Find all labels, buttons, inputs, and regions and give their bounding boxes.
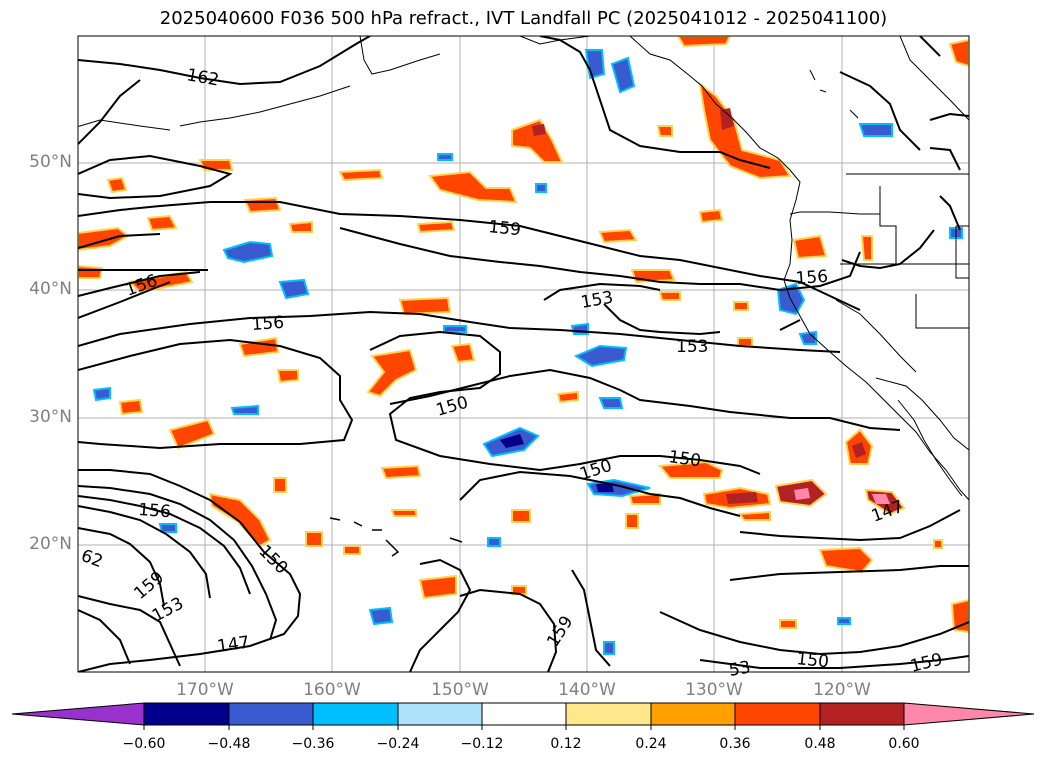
colorbar-bin — [819, 702, 905, 726]
colorbar-tick-label: −0.48 — [207, 736, 251, 752]
lon-label-170w: 170°W — [176, 680, 234, 700]
colorbar-extend-min — [11, 702, 145, 726]
colorbar-bin — [565, 702, 652, 726]
contour-label: 156 — [795, 267, 829, 289]
colorbar-extend-max — [903, 702, 1035, 726]
colorbar-bin — [734, 702, 821, 726]
contour-label: 156 — [251, 313, 285, 335]
colorbar-tick-label: 0.24 — [635, 736, 667, 752]
colorbar-tick-label: −0.24 — [376, 736, 420, 752]
colorbar-bin — [143, 702, 230, 726]
colorbar-bin — [312, 702, 399, 726]
contour-label: 153 — [676, 337, 708, 357]
lon-label-150w: 150°W — [431, 680, 489, 700]
contour-label: 150 — [795, 649, 829, 672]
colorbar-tick-label: 0.36 — [719, 736, 751, 752]
colorbar-tick-label: −0.12 — [460, 736, 504, 752]
colorbar-tick-label: 0.48 — [804, 736, 836, 752]
colorbar-tick-label: 0.60 — [888, 736, 920, 752]
lat-label-40n: 40°N — [29, 279, 72, 299]
colorbar — [11, 702, 1035, 730]
contour-label: 159 — [487, 217, 521, 240]
contour-label: 53 — [727, 657, 752, 680]
lat-label-50n: 50°N — [29, 152, 72, 172]
lat-label-30n: 30°N — [29, 407, 72, 427]
colorbar-bin — [228, 702, 314, 726]
negative-anomaly-patches — [92, 49, 963, 655]
lon-label-140w: 140°W — [558, 680, 616, 700]
lat-label-20n: 20°N — [29, 534, 72, 554]
hawaiian-islands — [329, 517, 463, 557]
colorbar-bin — [650, 702, 736, 726]
positive-anomaly-patches — [78, 36, 969, 634]
lon-label-120w: 120°W — [813, 680, 871, 700]
lon-label-130w: 130°W — [685, 680, 743, 700]
contour-label: 150 — [667, 447, 702, 471]
colorbar-tick-label: 0.12 — [550, 736, 582, 752]
map-title: 2025040600 F036 500 hPa refract., IVT La… — [159, 8, 888, 29]
map-frame — [77, 35, 970, 673]
lon-label-160w: 160°W — [303, 680, 361, 700]
colorbar-tick-label: −0.36 — [291, 736, 335, 752]
colorbar-bin — [481, 702, 567, 726]
contour-label: 147 — [216, 633, 251, 657]
refractivity-contours — [78, 36, 969, 672]
colorbar-tick-label: −0.60 — [122, 736, 166, 752]
colorbar-bin — [397, 702, 483, 726]
contour-label: 156 — [138, 500, 172, 522]
